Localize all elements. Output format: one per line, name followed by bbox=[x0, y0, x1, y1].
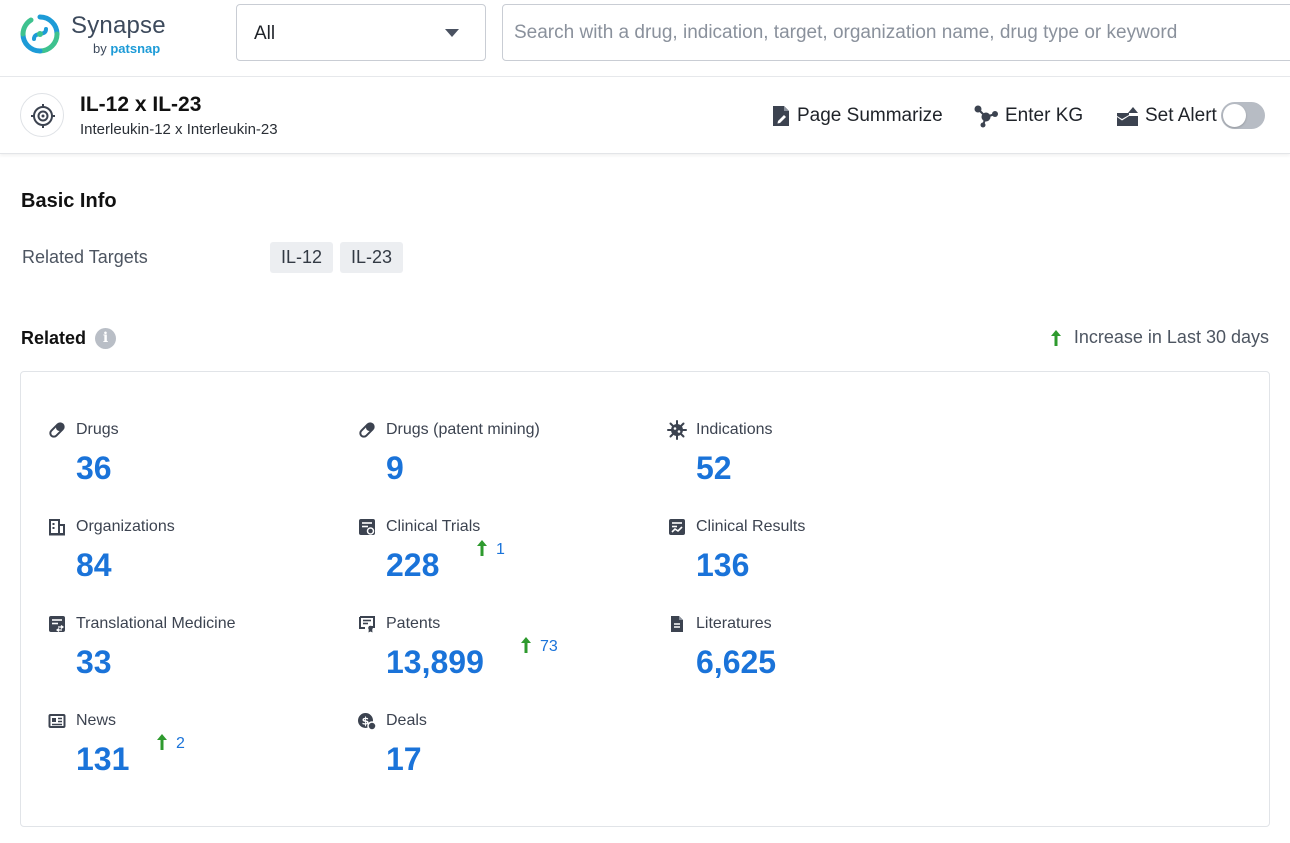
increase-count[interactable]: 2 bbox=[176, 735, 185, 753]
page-title: IL-12 x IL-23 bbox=[80, 93, 201, 117]
entity-header: IL-12 x IL-23 Interleukin-12 x Interleuk… bbox=[0, 77, 1290, 154]
enter-kg-button[interactable]: Enter KG bbox=[973, 103, 1083, 129]
stat-value[interactable]: 136 bbox=[696, 547, 749, 584]
stat-drugs[interactable]: Drugs 36 bbox=[47, 420, 119, 440]
virus-icon bbox=[667, 420, 687, 440]
newspaper-icon bbox=[47, 711, 67, 731]
target-icon bbox=[20, 93, 64, 137]
search-scope-select[interactable]: All bbox=[236, 4, 486, 61]
increase-indicator: 2 bbox=[156, 733, 185, 753]
stat-label: Drugs bbox=[76, 421, 119, 439]
stat-clinical-results[interactable]: Clinical Results 136 bbox=[667, 517, 805, 537]
pill-icon bbox=[47, 420, 67, 440]
alert-mail-icon bbox=[1116, 106, 1139, 127]
stat-indications[interactable]: Indications 52 bbox=[667, 420, 773, 440]
stat-value[interactable]: 228 bbox=[386, 547, 439, 584]
stat-value[interactable]: 9 bbox=[386, 450, 404, 487]
set-alert-button[interactable]: Set Alert bbox=[1116, 103, 1217, 129]
stat-value[interactable]: 6,625 bbox=[696, 644, 776, 681]
stat-value[interactable]: 33 bbox=[76, 644, 112, 681]
arrow-up-icon bbox=[156, 733, 168, 751]
search-scope-value: All bbox=[254, 23, 275, 45]
related-title: Related bbox=[21, 328, 86, 349]
clinical-results-icon bbox=[667, 517, 687, 537]
brand-name: Synapse bbox=[71, 12, 166, 40]
stat-label: Patents bbox=[386, 615, 440, 633]
stat-label: Clinical Trials bbox=[386, 518, 480, 536]
stat-drugs-patent-mining[interactable]: Drugs (patent mining) 9 bbox=[357, 420, 540, 440]
document-icon bbox=[667, 614, 687, 634]
brand-by-patsnap: patsnap bbox=[110, 41, 160, 56]
clinical-trials-icon bbox=[357, 517, 377, 537]
increase-legend: Increase in Last 30 days bbox=[1050, 327, 1269, 348]
stat-translational-medicine[interactable]: Translational Medicine 33 bbox=[47, 614, 235, 634]
stat-organizations[interactable]: Organizations 84 bbox=[47, 517, 175, 537]
stat-label: Translational Medicine bbox=[76, 615, 235, 633]
pill-icon bbox=[357, 420, 377, 440]
stat-value[interactable]: 131 bbox=[76, 741, 129, 778]
patent-icon bbox=[357, 614, 377, 634]
related-targets-label: Related Targets bbox=[22, 247, 148, 268]
synapse-logo[interactable]: Synapse by patsnap bbox=[19, 11, 169, 57]
related-stats-card: Drugs 36 Drugs (patent mining) 9 bbox=[20, 371, 1270, 827]
brand-by-text: by bbox=[93, 41, 107, 56]
increase-indicator: 1 bbox=[476, 539, 505, 559]
brand-byline: by patsnap bbox=[93, 41, 160, 56]
synapse-logo-icon bbox=[19, 13, 61, 55]
page-subtitle: Interleukin-12 x Interleukin-23 bbox=[80, 121, 278, 138]
stat-value[interactable]: 36 bbox=[76, 450, 112, 487]
arrow-up-icon bbox=[1050, 329, 1062, 347]
top-bar: Synapse by patsnap All bbox=[0, 0, 1290, 77]
stat-clinical-trials[interactable]: Clinical Trials 228 1 bbox=[357, 517, 480, 537]
increase-count[interactable]: 1 bbox=[496, 541, 505, 559]
building-icon bbox=[47, 517, 67, 537]
stat-value[interactable]: 13,899 bbox=[386, 644, 484, 681]
stat-label: Drugs (patent mining) bbox=[386, 421, 540, 439]
stat-label: Deals bbox=[386, 712, 427, 730]
search-input[interactable] bbox=[502, 4, 1290, 61]
arrow-up-icon bbox=[520, 636, 532, 654]
basic-info-title: Basic Info bbox=[21, 190, 117, 213]
set-alert-toggle[interactable] bbox=[1221, 102, 1265, 129]
stat-label: News bbox=[76, 712, 116, 730]
increase-count[interactable]: 73 bbox=[540, 638, 558, 656]
arrow-up-icon bbox=[476, 539, 488, 557]
caret-down-icon bbox=[445, 29, 459, 37]
target-chip[interactable]: IL-12 bbox=[270, 242, 333, 273]
stat-value[interactable]: 17 bbox=[386, 741, 422, 778]
stat-deals[interactable]: $ Deals 17 bbox=[357, 711, 427, 731]
page-summarize-label: Page Summarize bbox=[797, 105, 943, 127]
stat-patents[interactable]: Patents 13,899 73 bbox=[357, 614, 440, 634]
stat-news[interactable]: News 131 2 bbox=[47, 711, 116, 731]
set-alert-label: Set Alert bbox=[1145, 105, 1217, 127]
info-icon[interactable]: i bbox=[95, 328, 116, 349]
translational-medicine-icon bbox=[47, 614, 67, 634]
stat-label: Indications bbox=[696, 421, 773, 439]
stat-value[interactable]: 52 bbox=[696, 450, 732, 487]
toggle-knob bbox=[1223, 104, 1246, 127]
deals-icon: $ bbox=[357, 711, 377, 731]
increase-indicator: 73 bbox=[520, 636, 558, 656]
stat-literatures[interactable]: Literatures 6,625 bbox=[667, 614, 772, 634]
stat-label: Literatures bbox=[696, 615, 772, 633]
target-chip[interactable]: IL-23 bbox=[340, 242, 403, 273]
summarize-icon bbox=[771, 105, 791, 127]
stat-label: Organizations bbox=[76, 518, 175, 536]
increase-legend-label: Increase in Last 30 days bbox=[1074, 327, 1269, 348]
enter-kg-label: Enter KG bbox=[1005, 105, 1083, 127]
page-summarize-button[interactable]: Page Summarize bbox=[771, 103, 943, 129]
stat-value[interactable]: 84 bbox=[76, 547, 112, 584]
knowledge-graph-icon bbox=[973, 104, 999, 128]
stat-label: Clinical Results bbox=[696, 518, 805, 536]
